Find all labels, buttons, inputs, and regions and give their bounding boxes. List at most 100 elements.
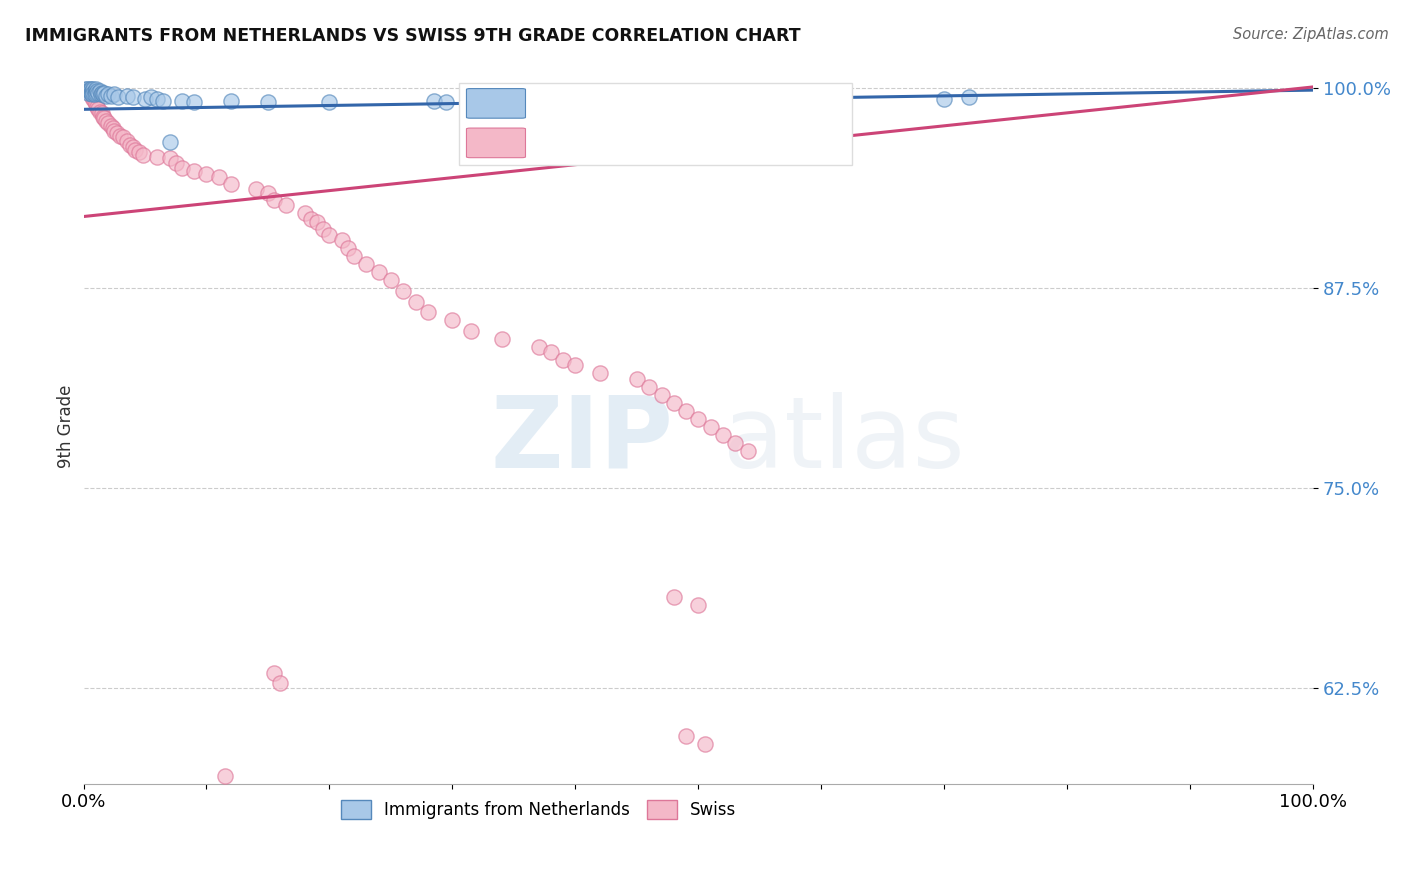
Point (170, 94, 193, 108)
Point (263, 193, 285, 207)
Point (276, 197, 298, 211)
Point (724, 436, 747, 450)
Point (183, 164, 205, 178)
Point (146, 92, 169, 106)
Point (159, 135, 181, 149)
Point (86, 100, 108, 114)
Point (343, 249, 366, 263)
Point (82, 87, 104, 102)
Point (79, 84, 101, 98)
Point (103, 87, 125, 102)
Point (460, 324, 482, 338)
Point (97, 116, 120, 130)
Point (121, 140, 143, 154)
Point (546, 94, 568, 108)
Point (93, 86, 115, 100)
Point (110, 128, 132, 143)
Point (755, 94, 778, 108)
Point (79, 84, 101, 98)
Point (934, 92, 956, 106)
Point (589, 366, 612, 380)
Point (84, 96, 107, 111)
Point (688, 412, 710, 426)
Point (83, 95, 105, 109)
Point (90, 87, 112, 102)
Point (195, 167, 218, 181)
Point (89, 104, 111, 119)
Point (245, 181, 267, 195)
Point (263, 666, 285, 681)
Point (688, 598, 710, 612)
Point (146, 149, 169, 163)
Point (87, 86, 110, 100)
Point (662, 590, 685, 604)
Point (416, 304, 439, 318)
Point (294, 205, 316, 219)
Point (257, 95, 280, 109)
Point (152, 94, 174, 108)
Point (465, 95, 488, 109)
Point (91, 110, 114, 124)
Point (257, 186, 280, 201)
Point (121, 90, 143, 104)
Point (80, 82, 103, 96)
Point (100, 88, 122, 103)
Point (540, 344, 562, 359)
Point (405, 295, 427, 310)
Point (89, 84, 111, 98)
Point (82, 84, 104, 98)
Point (307, 215, 329, 229)
Point (626, 372, 648, 386)
Point (434, 95, 457, 109)
Point (82, 82, 104, 96)
Point (312, 221, 335, 235)
Point (318, 95, 340, 109)
Point (97, 87, 120, 102)
Point (638, 380, 661, 394)
Point (208, 170, 231, 185)
Point (553, 352, 575, 367)
Point (115, 134, 138, 148)
Point (75, 82, 97, 96)
Point (91, 86, 114, 100)
Point (675, 404, 697, 418)
Point (77, 84, 100, 98)
Point (441, 312, 464, 326)
Point (128, 145, 150, 159)
Point (105, 126, 128, 140)
Point (94, 114, 117, 128)
Legend: Immigrants from Netherlands, Swiss: Immigrants from Netherlands, Swiss (335, 793, 742, 825)
Point (356, 257, 378, 271)
Point (82, 92, 104, 106)
Point (79, 82, 101, 96)
Point (491, 332, 513, 346)
Point (84, 82, 107, 96)
Point (84, 86, 107, 100)
Point (83, 84, 105, 98)
Point (737, 444, 759, 458)
Point (699, 420, 721, 434)
Point (115, 88, 138, 103)
Point (82, 86, 104, 100)
Point (91, 87, 114, 102)
Text: IMMIGRANTS FROM NETHERLANDS VS SWISS 9TH GRADE CORRELATION CHART: IMMIGRANTS FROM NETHERLANDS VS SWISS 9TH… (25, 27, 801, 45)
Point (131, 148, 153, 162)
Point (93, 111, 115, 125)
Point (330, 233, 353, 247)
Text: ZIP: ZIP (491, 392, 673, 489)
Point (80, 87, 103, 102)
Point (214, 769, 236, 783)
Point (87, 102, 110, 116)
Point (100, 119, 122, 133)
Point (107, 90, 129, 104)
Point (170, 161, 193, 175)
Text: atlas: atlas (723, 392, 965, 489)
Point (367, 265, 389, 279)
Point (650, 388, 672, 402)
Point (318, 227, 340, 242)
Point (120, 138, 142, 153)
Point (159, 151, 181, 165)
Point (380, 273, 402, 287)
Point (299, 211, 322, 226)
Point (80, 86, 103, 100)
